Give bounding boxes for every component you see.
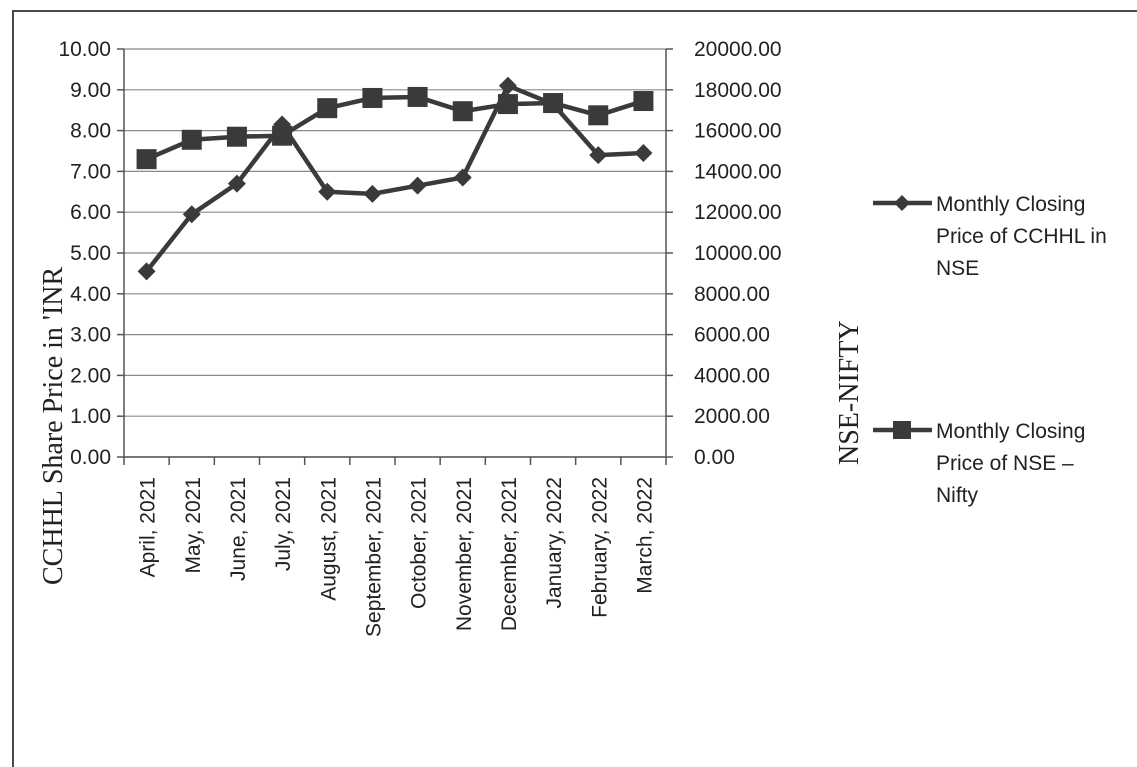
- right-y-tick-label: 6000.00: [694, 324, 770, 347]
- data-point: [408, 176, 427, 195]
- legend-label: Monthly Closing: [936, 420, 1085, 443]
- legend-label: Price of NSE –: [936, 452, 1074, 475]
- series-layer: [136, 76, 654, 281]
- data-point: [453, 168, 472, 187]
- x-tick-label: April, 2021: [137, 477, 160, 577]
- left-y-tick-label: 6.00: [70, 201, 111, 224]
- right-y-tick-label: 14000.00: [694, 160, 782, 183]
- x-tick-label: January, 2022: [543, 477, 566, 609]
- left-y-tick-label: 5.00: [70, 242, 111, 265]
- legend-entry-2: Monthly Closing Price of NSE – Nifty: [873, 420, 1085, 507]
- left-y-tick-label: 10.00: [58, 38, 111, 61]
- series-2: [136, 86, 654, 170]
- right-y-tick-label: 4000.00: [694, 364, 770, 387]
- x-tick-labels: April, 2021 May, 2021 June, 2021 July, 2021…: [137, 477, 657, 637]
- data-point: [543, 93, 564, 114]
- right-y-tick-label: 18000.00: [694, 79, 782, 102]
- right-y-tick-label: 16000.00: [694, 120, 782, 143]
- left-y-tick-label: 7.00: [70, 160, 111, 183]
- data-point: [318, 182, 337, 201]
- right-y-tick-label: 0.00: [694, 446, 735, 469]
- left-y-tick-label: 8.00: [70, 120, 111, 143]
- x-tick-label: February, 2022: [588, 477, 611, 618]
- legend-marker: [894, 195, 910, 211]
- left-y-tick-label: 2.00: [70, 364, 111, 387]
- data-point: [362, 87, 383, 108]
- series-line: [144, 83, 644, 273]
- legend-marker: [893, 421, 911, 439]
- left-y-tick-label: 4.00: [70, 283, 111, 306]
- x-tick-label: August, 2021: [317, 477, 340, 601]
- left-y-tick-label: 0.00: [70, 446, 111, 469]
- x-tick-label: November, 2021: [453, 477, 476, 631]
- left-axis-title: CCHHL Share Price in 'INR: [38, 266, 69, 585]
- data-point: [272, 125, 293, 146]
- left-y-tick-labels: 0.00 1.00 2.00 3.00 4.00 5.00 6.00 7.00 8.00 9.00…: [58, 38, 111, 469]
- legend-entry-1: Monthly Closing Price of CCHHL in NSE: [873, 193, 1107, 280]
- left-y-tick-label: 9.00: [70, 79, 111, 102]
- left-y-tick-label: 3.00: [70, 324, 111, 347]
- data-point: [633, 91, 654, 112]
- data-point: [182, 205, 201, 224]
- data-point: [452, 101, 473, 122]
- right-y-tick-label: 20000.00: [694, 38, 782, 61]
- data-point: [497, 94, 518, 115]
- left-y-tick-label: 1.00: [70, 405, 111, 428]
- legend-label: Price of CCHHL in: [936, 225, 1107, 248]
- series-line: [145, 94, 645, 162]
- data-point: [498, 76, 517, 95]
- data-point: [634, 144, 653, 163]
- x-tick-label: December, 2021: [498, 477, 521, 631]
- x-tick-label: July, 2021: [272, 477, 295, 571]
- x-tick-label: May, 2021: [182, 477, 205, 574]
- x-tick-label: June, 2021: [227, 477, 250, 581]
- data-point: [363, 184, 382, 203]
- right-y-tick-label: 8000.00: [694, 283, 770, 306]
- x-tick-label: September, 2021: [362, 477, 385, 637]
- x-tick-label: October, 2021: [408, 477, 431, 609]
- data-point: [226, 126, 247, 147]
- legend-label: Monthly Closing: [936, 193, 1085, 216]
- data-point: [589, 146, 608, 165]
- right-y-tick-label: 2000.00: [694, 405, 770, 428]
- axes: [117, 48, 673, 465]
- legend-label: NSE: [936, 257, 979, 280]
- right-y-tick-label: 10000.00: [694, 242, 782, 265]
- data-point: [407, 86, 428, 107]
- chart-frame: [12, 10, 1137, 767]
- data-point: [136, 149, 157, 170]
- right-axis-title: NSE-NIFTY: [834, 320, 865, 465]
- data-point: [227, 174, 246, 193]
- x-tick-label: March, 2022: [633, 477, 656, 594]
- data-point: [588, 105, 609, 126]
- right-y-tick-labels: 0.00 2000.00 4000.00 6000.00 8000.00 10000.00…: [694, 38, 782, 469]
- legend-label: Nifty: [936, 484, 979, 507]
- data-point: [181, 129, 202, 150]
- data-point: [137, 262, 156, 281]
- data-point: [317, 98, 338, 119]
- right-y-tick-label: 12000.00: [694, 201, 782, 224]
